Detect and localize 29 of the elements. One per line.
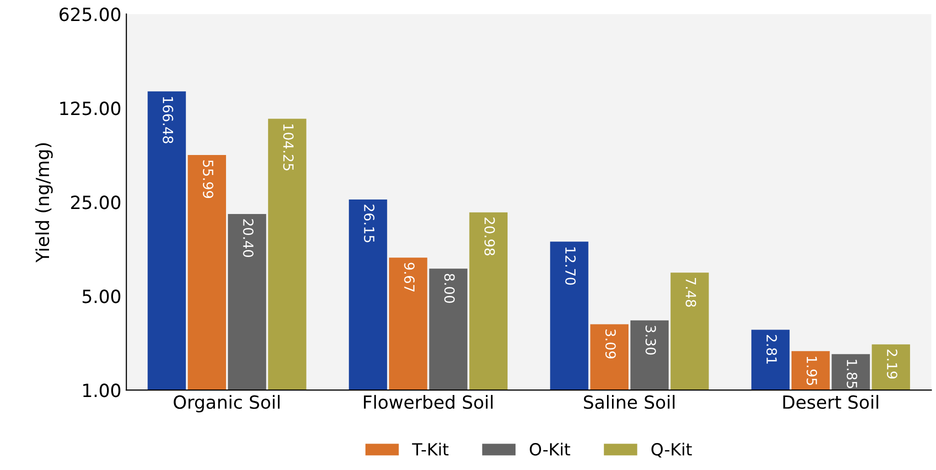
y-tick-label: 625.00 (60, 8, 120, 22)
data-label: 20.40 (243, 219, 254, 258)
y-tick-label: 125.00 (60, 102, 120, 116)
data-label: 2.19 (886, 350, 898, 379)
data-label: 2.81 (766, 335, 777, 364)
data-label: 12.70 (565, 247, 576, 285)
data-label: 1.95 (806, 356, 818, 386)
data-label: 9.67 (404, 262, 415, 292)
data-label: 3.30 (646, 326, 656, 355)
legend-label: O-Kit (530, 442, 570, 456)
data-label: 1.85 (846, 360, 858, 388)
data-label: 55.99 (202, 160, 214, 198)
x-tick-label: Organic Soil (174, 394, 280, 412)
x-tick-label: Saline Soil (584, 394, 674, 409)
legend-label: T-Kit (412, 442, 448, 456)
data-label: 26.15 (364, 204, 374, 242)
y-tick-label: 5.00 (82, 290, 120, 304)
y-tick-label: 1.00 (83, 384, 120, 398)
legend-label: Q-Kit (651, 442, 692, 458)
data-label: 104.25 (283, 124, 294, 170)
data-label: 20.98 (484, 218, 495, 256)
data-label: 7.48 (686, 278, 696, 307)
x-tick-label: Desert Soil (783, 394, 878, 409)
y-tick-label: 25.00 (71, 196, 120, 210)
y-axis-title: Yield (ng/mg) (35, 143, 53, 263)
data-label: 8.00 (444, 274, 455, 303)
x-tick-label: Flowerbed Soil (364, 394, 493, 409)
data-label: 166.48 (162, 97, 174, 144)
data-label: 3.09 (605, 330, 616, 358)
